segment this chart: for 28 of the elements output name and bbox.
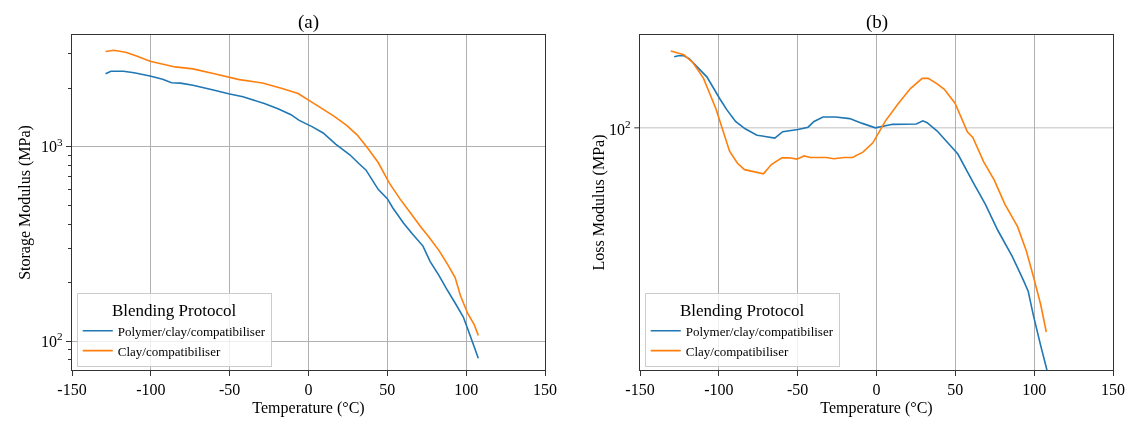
y-axis-title: Storage Modulus (MPa) <box>16 125 35 280</box>
x-tick-label: -150 <box>57 381 87 399</box>
legend-label: Clay/compatibiliser <box>685 343 789 359</box>
y-tick-label: 10$^{3}$ <box>41 135 64 156</box>
x-tick-label: -100 <box>704 381 734 399</box>
x-tick-label: 50 <box>947 381 964 399</box>
x-tick-label: 0 <box>872 381 881 399</box>
x-tick-label: -100 <box>136 381 166 399</box>
legend-label: Clay/compatibiliser <box>117 343 221 359</box>
y-axis-title: Loss Modulus (MPa) <box>589 134 608 271</box>
legend-label: Polymer/clay/compatibiliser <box>117 323 266 339</box>
text: 10$^{2}$ <box>609 118 631 138</box>
x-tick-label: 0 <box>304 381 313 399</box>
x-tick-label: 150 <box>1101 381 1125 399</box>
x-axis-title: Temperature (°C) <box>820 399 933 417</box>
x-tick-label: 100 <box>454 381 479 399</box>
x-tick-label: 100 <box>1022 381 1047 399</box>
legend-title: Blending Protocol <box>680 300 805 320</box>
chart-title: (b) <box>866 11 889 33</box>
chart-title: (a) <box>298 11 320 33</box>
x-tick-label: -50 <box>787 381 809 399</box>
x-tick-label: -150 <box>625 381 655 399</box>
x-tick-label: 150 <box>533 381 557 399</box>
legend-title: Blending Protocol <box>112 300 237 320</box>
x-tick-label: -50 <box>219 381 241 399</box>
legend-label: Polymer/clay/compatibiliser <box>685 323 834 339</box>
x-axis-title: Temperature (°C) <box>252 399 365 417</box>
x-tick-label: 50 <box>379 381 396 399</box>
